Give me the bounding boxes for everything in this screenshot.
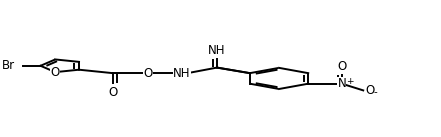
Text: N: N	[337, 77, 346, 90]
Text: Br: Br	[2, 59, 15, 72]
Text: O: O	[337, 60, 347, 73]
Text: O: O	[144, 67, 153, 80]
Text: -: -	[374, 87, 377, 97]
Text: +: +	[346, 77, 353, 86]
Text: NH: NH	[173, 67, 191, 80]
Text: NH: NH	[208, 44, 226, 57]
Text: O: O	[51, 66, 60, 79]
Text: O: O	[366, 84, 375, 97]
Text: O: O	[108, 86, 117, 99]
